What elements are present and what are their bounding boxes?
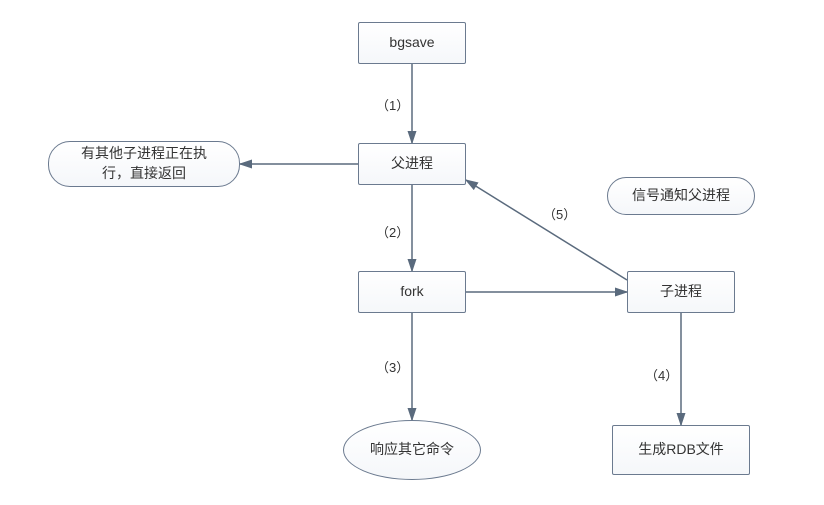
node-label: 父进程 xyxy=(391,154,433,174)
edge-label-2: （2） xyxy=(376,222,409,241)
node-label: 信号通知父进程 xyxy=(632,186,730,206)
edge-child-to-parent xyxy=(466,180,627,280)
node-other-child-running: 有其他子进程正在执 行，直接返回 xyxy=(48,141,240,187)
node-child-process: 子进程 xyxy=(627,271,735,313)
node-parent-process: 父进程 xyxy=(358,143,466,185)
node-label: 生成RDB文件 xyxy=(638,440,724,460)
node-rdb-file: 生成RDB文件 xyxy=(612,425,750,475)
node-respond-cmds: 响应其它命令 xyxy=(343,420,481,480)
node-fork: fork xyxy=(358,271,466,313)
flowchart-container: bgsave 父进程 fork 子进程 响应其它命令 生成RDB文件 有其他子进… xyxy=(0,0,824,505)
node-label: bgsave xyxy=(389,33,434,53)
node-signal-parent: 信号通知父进程 xyxy=(607,177,755,215)
node-label: 响应其它命令 xyxy=(370,440,454,460)
edge-label-1: （1） xyxy=(376,95,409,114)
node-label: 子进程 xyxy=(660,282,702,302)
edge-label-3: （3） xyxy=(376,357,409,376)
node-label: fork xyxy=(400,282,423,302)
edge-label-4: （4） xyxy=(645,365,678,384)
node-label: 有其他子进程正在执 行，直接返回 xyxy=(81,144,207,183)
edge-label-5: （5） xyxy=(543,204,576,223)
node-bgsave: bgsave xyxy=(358,22,466,64)
